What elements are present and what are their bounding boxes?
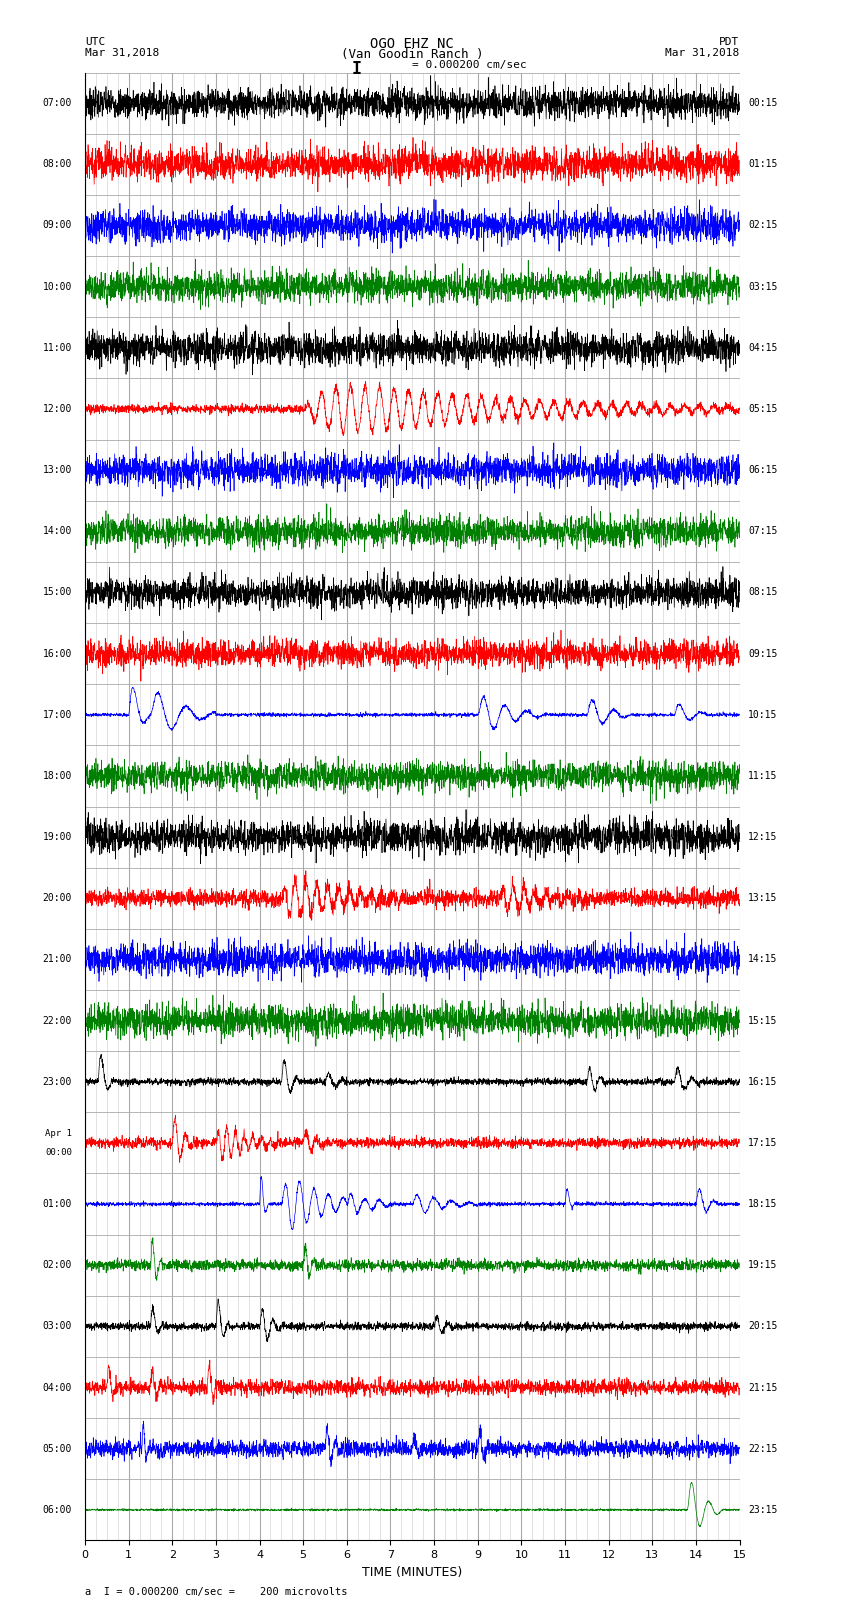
Text: 02:00: 02:00 (42, 1260, 72, 1269)
X-axis label: TIME (MINUTES): TIME (MINUTES) (362, 1566, 462, 1579)
Text: 08:15: 08:15 (748, 587, 778, 597)
Text: (Van Goodin Ranch ): (Van Goodin Ranch ) (341, 48, 484, 61)
Text: 03:15: 03:15 (748, 282, 778, 292)
Text: 17:15: 17:15 (748, 1137, 778, 1148)
Text: 07:00: 07:00 (42, 98, 72, 108)
Text: 19:00: 19:00 (42, 832, 72, 842)
Text: 00:00: 00:00 (45, 1147, 72, 1157)
Text: 14:00: 14:00 (42, 526, 72, 536)
Text: 10:00: 10:00 (42, 282, 72, 292)
Text: 01:00: 01:00 (42, 1198, 72, 1210)
Text: a  I = 0.000200 cm/sec =    200 microvolts: a I = 0.000200 cm/sec = 200 microvolts (85, 1587, 348, 1597)
Text: 15:00: 15:00 (42, 587, 72, 597)
Text: 11:15: 11:15 (748, 771, 778, 781)
Text: 05:00: 05:00 (42, 1444, 72, 1453)
Text: 01:15: 01:15 (748, 160, 778, 169)
Text: 04:15: 04:15 (748, 344, 778, 353)
Text: 13:15: 13:15 (748, 894, 778, 903)
Text: 16:15: 16:15 (748, 1077, 778, 1087)
Text: 18:15: 18:15 (748, 1198, 778, 1210)
Text: 08:00: 08:00 (42, 160, 72, 169)
Text: 03:00: 03:00 (42, 1321, 72, 1331)
Text: 23:00: 23:00 (42, 1077, 72, 1087)
Text: 22:00: 22:00 (42, 1016, 72, 1026)
Text: 16:00: 16:00 (42, 648, 72, 658)
Text: Apr 1: Apr 1 (45, 1129, 72, 1139)
Text: PDT: PDT (719, 37, 740, 47)
Text: 07:15: 07:15 (748, 526, 778, 536)
Text: Mar 31,2018: Mar 31,2018 (666, 48, 740, 58)
Text: 22:15: 22:15 (748, 1444, 778, 1453)
Text: 18:00: 18:00 (42, 771, 72, 781)
Text: 21:15: 21:15 (748, 1382, 778, 1392)
Text: 13:00: 13:00 (42, 465, 72, 476)
Text: 06:15: 06:15 (748, 465, 778, 476)
Text: Mar 31,2018: Mar 31,2018 (85, 48, 159, 58)
Text: 05:15: 05:15 (748, 403, 778, 415)
Text: 21:00: 21:00 (42, 955, 72, 965)
Text: 04:00: 04:00 (42, 1382, 72, 1392)
Text: 02:15: 02:15 (748, 221, 778, 231)
Text: 09:00: 09:00 (42, 221, 72, 231)
Text: 12:15: 12:15 (748, 832, 778, 842)
Text: 15:15: 15:15 (748, 1016, 778, 1026)
Text: 09:15: 09:15 (748, 648, 778, 658)
Text: 17:00: 17:00 (42, 710, 72, 719)
Text: UTC: UTC (85, 37, 105, 47)
Text: 12:00: 12:00 (42, 403, 72, 415)
Text: 11:00: 11:00 (42, 344, 72, 353)
Text: 10:15: 10:15 (748, 710, 778, 719)
Text: 06:00: 06:00 (42, 1505, 72, 1515)
Text: 23:15: 23:15 (748, 1505, 778, 1515)
Text: = 0.000200 cm/sec: = 0.000200 cm/sec (412, 60, 527, 69)
Text: 19:15: 19:15 (748, 1260, 778, 1269)
Text: 00:15: 00:15 (748, 98, 778, 108)
Text: OGO EHZ NC: OGO EHZ NC (371, 37, 454, 52)
Text: 20:15: 20:15 (748, 1321, 778, 1331)
Text: 14:15: 14:15 (748, 955, 778, 965)
Text: I: I (352, 60, 362, 77)
Text: 20:00: 20:00 (42, 894, 72, 903)
